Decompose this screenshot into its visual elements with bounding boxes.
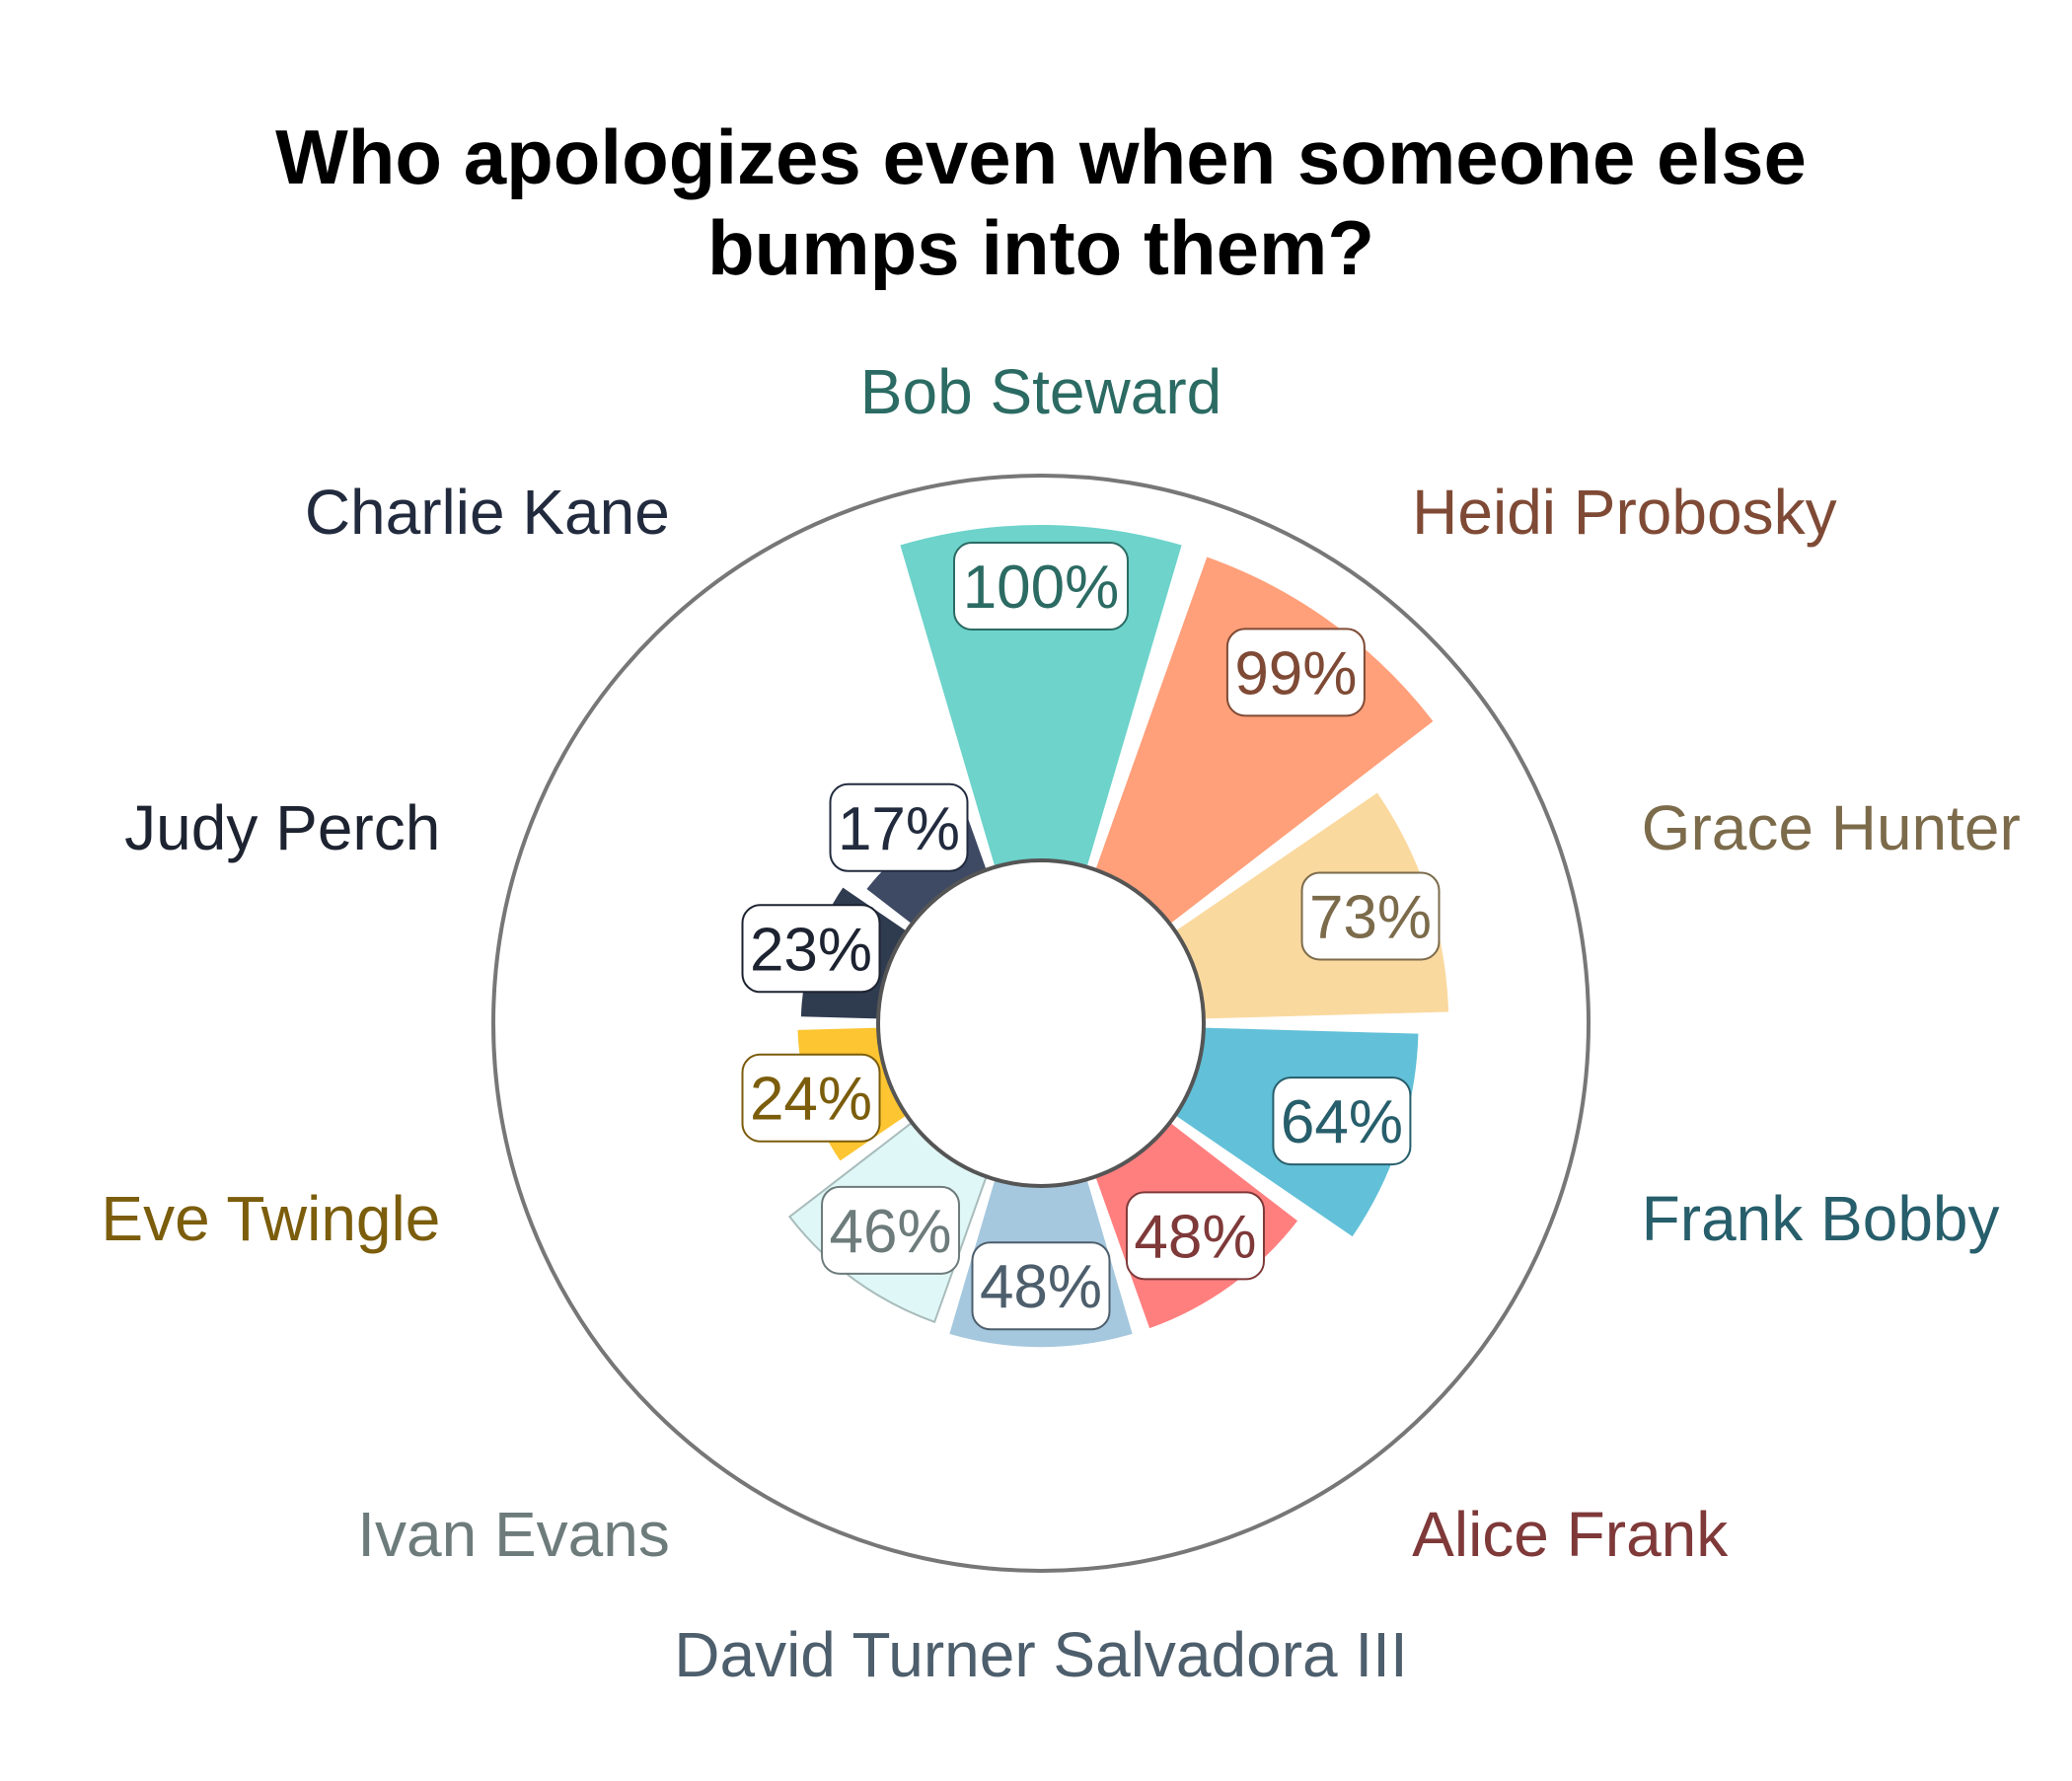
value-label-charlie-kane: 17% (830, 784, 967, 871)
value-label-text: 48% (980, 1253, 1102, 1321)
category-label-frank-bobby: Frank Bobby (1642, 1183, 2000, 1254)
value-label-judy-perch: 23% (742, 905, 879, 992)
value-label-text: 17% (838, 795, 960, 863)
value-label-text: 23% (750, 916, 872, 984)
value-label-text: 100% (963, 554, 1120, 622)
value-label-alice-frank: 48% (1127, 1192, 1264, 1279)
value-label-text: 48% (1134, 1203, 1256, 1271)
inner-hole (878, 860, 1204, 1186)
category-label-david-turner-salvadora-iii: David Turner Salvadora III (674, 1619, 1407, 1690)
value-label-eve-twingle: 24% (742, 1055, 879, 1142)
value-label-grace-hunter: 73% (1302, 872, 1440, 959)
chart-title-line-2: bumps into them? (707, 204, 1374, 291)
value-label-text: 73% (1309, 883, 1432, 951)
value-label-text: 64% (1281, 1088, 1403, 1156)
category-label-bob-steward: Bob Steward (860, 356, 1221, 427)
chart-title-line-1: Who apologizes even when someone else (275, 113, 1807, 200)
value-label-text: 24% (750, 1066, 872, 1134)
category-label-alice-frank: Alice Frank (1412, 1499, 1729, 1570)
value-label-heidi-probosky: 99% (1227, 629, 1365, 715)
value-label-text: 99% (1234, 639, 1357, 707)
value-label-frank-bobby: 64% (1273, 1077, 1410, 1164)
value-label-text: 46% (829, 1198, 951, 1266)
category-label-charlie-kane: Charlie Kane (305, 477, 670, 548)
category-label-heidi-probosky: Heidi Probosky (1412, 477, 1836, 548)
value-label-ivan-evans: 46% (822, 1187, 959, 1274)
category-label-eve-twingle: Eve Twingle (101, 1183, 440, 1254)
category-label-judy-perch: Judy Perch (124, 792, 440, 863)
category-label-ivan-evans: Ivan Evans (357, 1499, 670, 1570)
value-label-bob-steward: 100% (954, 543, 1128, 630)
value-label-david-turner-salvadora-iii: 48% (973, 1242, 1110, 1329)
category-label-grace-hunter: Grace Hunter (1642, 792, 2021, 863)
